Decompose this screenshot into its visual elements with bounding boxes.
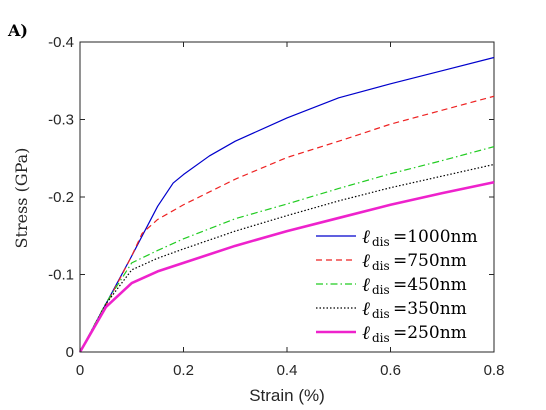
legend-entry-0: ℓ dis =1000nm — [362, 226, 478, 249]
legend-subscript: dis — [372, 235, 390, 249]
legend-symbol: ℓ — [362, 322, 370, 344]
x-tick-label: 0.8 — [484, 362, 505, 379]
legend-label-3: =350nm — [393, 299, 467, 319]
legend-symbol: ℓ — [362, 274, 370, 296]
panel-label: A) — [7, 21, 28, 40]
y-axis-label: Stress (GPa) — [12, 148, 31, 249]
y-tick-label: -0.3 — [48, 112, 74, 129]
series-line-0 — [79, 56, 495, 353]
y-tick-label: -0.2 — [48, 189, 74, 206]
x-axis-label: Strain (%) — [249, 386, 325, 405]
y-tick-label: 0 — [66, 344, 74, 361]
x-tick-label: 0.4 — [277, 362, 298, 379]
series-line-4 — [78, 181, 495, 353]
legend-entry-1: ℓ dis =750nm — [362, 250, 467, 273]
series-line-3 — [79, 163, 495, 353]
legend-label-2: =450nm — [393, 275, 467, 295]
legend-subscript: dis — [372, 307, 390, 321]
legend-subscript: dis — [372, 331, 390, 345]
legend-subscript: dis — [372, 283, 390, 297]
x-tick-label: 0.6 — [380, 362, 401, 379]
legend-label-4: =250nm — [393, 323, 467, 343]
legend-entry-3: ℓ dis =350nm — [362, 298, 467, 321]
ticks: 0 0.2 0.4 0.6 0.8 0 -0.1 -0.2 -0.3 -0.4 — [48, 34, 504, 379]
legend-symbol: ℓ — [362, 226, 370, 248]
legend-label-0: =1000nm — [393, 227, 478, 247]
y-tick-label: -0.1 — [48, 267, 74, 284]
x-tick-label: 0.2 — [173, 362, 194, 379]
y-tick-label: -0.4 — [48, 34, 74, 51]
legend-symbol: ℓ — [362, 298, 370, 320]
legend-subscript: dis — [372, 259, 390, 273]
legend-label-1: =750nm — [393, 251, 467, 271]
series-line-2 — [79, 146, 495, 353]
legend-symbol: ℓ — [362, 250, 370, 272]
series-line-1 — [79, 95, 495, 353]
x-tick-label: 0 — [76, 362, 84, 379]
legend-entry-4: ℓ dis =250nm — [362, 322, 467, 345]
legend-entry-2: ℓ dis =450nm — [362, 274, 467, 297]
